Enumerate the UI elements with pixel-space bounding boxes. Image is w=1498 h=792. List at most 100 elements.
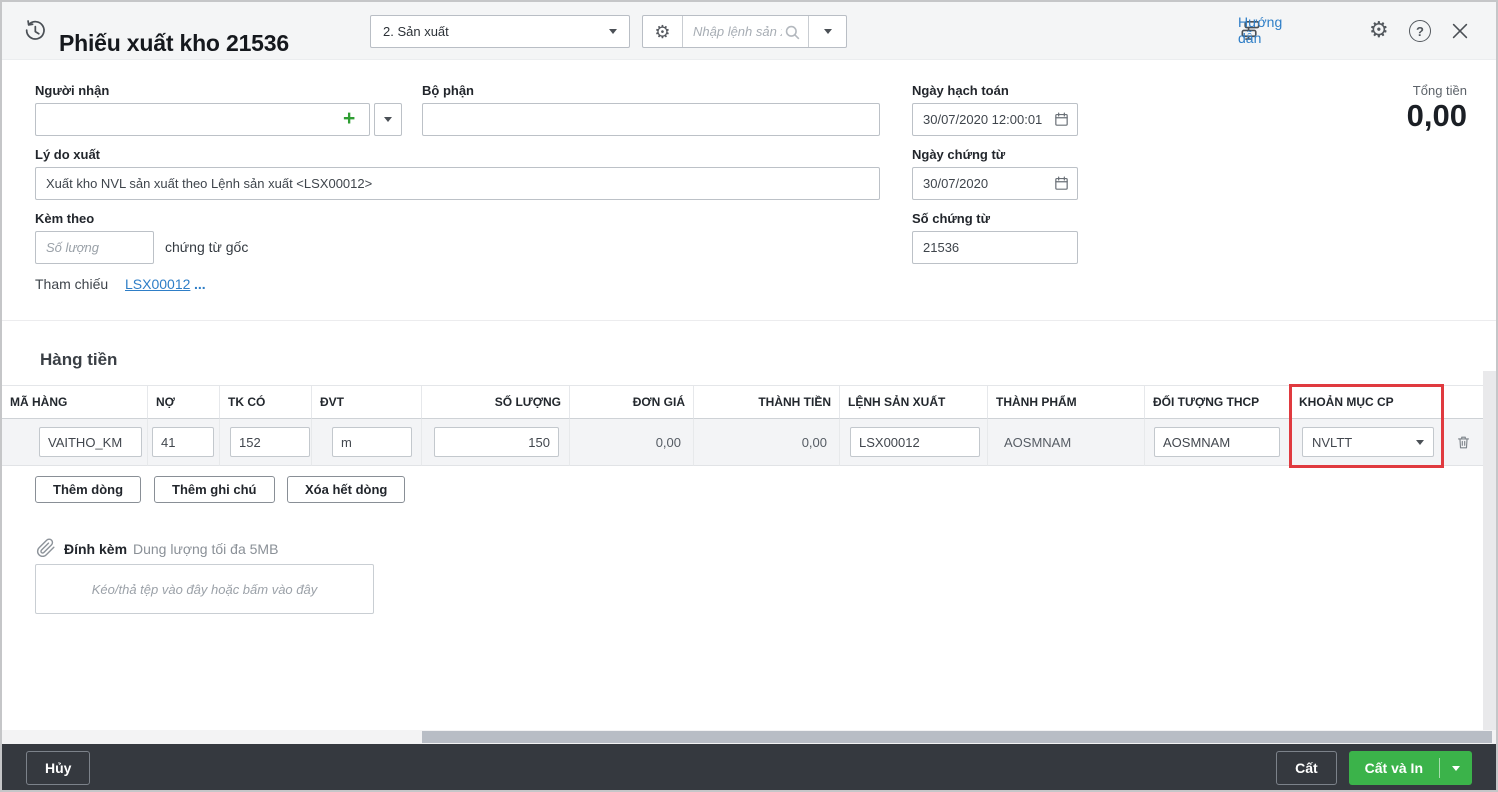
col-header-unit[interactable]: ĐVT bbox=[312, 386, 422, 419]
cost-object-input[interactable] bbox=[1154, 427, 1280, 457]
save-options-dropdown[interactable] bbox=[1440, 765, 1472, 771]
col-header-expense-item[interactable]: KHOẢN MỤC CP bbox=[1291, 386, 1443, 419]
add-row-button[interactable]: Thêm dòng bbox=[35, 476, 142, 503]
cell-quantity bbox=[422, 419, 570, 466]
line-items-table: MÃ HÀNG NỢ TK CÓ ĐVT SỐ LƯỢNG ĐƠN GIÁ TH… bbox=[2, 384, 1483, 468]
reason-input[interactable] bbox=[35, 167, 880, 200]
delete-row-icon[interactable] bbox=[1455, 434, 1472, 451]
button-divider bbox=[1439, 758, 1440, 778]
search-input-wrap bbox=[683, 16, 808, 47]
cancel-button[interactable]: Hủy bbox=[26, 751, 91, 785]
calendar-icon[interactable] bbox=[1053, 111, 1070, 128]
col-header-production-order[interactable]: LỆNH SẢN XUẤT bbox=[840, 386, 988, 419]
gear-icon: ⚙ bbox=[654, 21, 671, 42]
attachment-label: Đính kèm bbox=[64, 541, 128, 557]
total-amount-value: 0,00 bbox=[1406, 98, 1467, 133]
cell-amount: 0,00 bbox=[694, 419, 840, 466]
cell-item-code bbox=[2, 419, 148, 466]
production-order-input[interactable] bbox=[850, 427, 980, 457]
receiver-input[interactable] bbox=[35, 103, 370, 136]
posting-date-label: Ngày hạch toán bbox=[912, 83, 1009, 98]
horizontal-scrollbar-thumb[interactable] bbox=[422, 731, 1492, 743]
paperclip-icon bbox=[36, 538, 56, 558]
department-label: Bộ phận bbox=[422, 83, 474, 98]
chevron-down-icon bbox=[1416, 439, 1424, 445]
col-header-debit-account[interactable]: NỢ bbox=[148, 386, 220, 419]
document-no-label: Số chứng từ bbox=[912, 211, 991, 226]
voucher-type-dropdown[interactable]: 2. Sản xuất bbox=[370, 15, 630, 48]
cell-unit bbox=[312, 419, 422, 466]
chevron-down-icon bbox=[823, 29, 832, 34]
history-icon[interactable] bbox=[22, 18, 48, 44]
cell-debit-account bbox=[148, 419, 220, 466]
cell-production-order bbox=[840, 419, 988, 466]
department-input[interactable] bbox=[422, 103, 880, 136]
col-header-credit-account[interactable]: TK CÓ bbox=[220, 386, 312, 419]
search-settings-button[interactable]: ⚙ bbox=[643, 16, 683, 47]
clear-rows-button[interactable]: Xóa hết dòng bbox=[287, 476, 406, 503]
col-header-quantity[interactable]: SỐ LƯỢNG bbox=[422, 386, 570, 419]
grid-section-title: Hàng tiền bbox=[40, 350, 118, 370]
help-question-icon[interactable]: ? bbox=[1409, 20, 1431, 42]
col-header-amount[interactable]: THÀNH TIỀN bbox=[694, 386, 840, 419]
col-header-cost-object[interactable]: ĐỐI TƯỢNG THCP bbox=[1145, 386, 1291, 419]
posting-date-input[interactable] bbox=[912, 103, 1078, 136]
expense-item-value: NVLTT bbox=[1312, 434, 1353, 450]
total-amount-label: Tổng tiền bbox=[1412, 83, 1467, 98]
reason-label: Lý do xuất bbox=[35, 147, 101, 162]
col-header-item-code[interactable]: MÃ HÀNG bbox=[2, 386, 148, 419]
chevron-down-icon bbox=[609, 29, 617, 34]
search-icon[interactable] bbox=[783, 23, 802, 42]
save-button[interactable]: Cất bbox=[1276, 751, 1337, 785]
titlebar: Phiếu xuất kho 21536 2. Sản xuất ⚙ bbox=[2, 2, 1496, 60]
cell-cost-object bbox=[1145, 419, 1291, 466]
section-divider bbox=[2, 320, 1496, 321]
search-dropdown-button[interactable] bbox=[808, 16, 846, 47]
expense-item-select[interactable]: NVLTT bbox=[1302, 427, 1434, 457]
cell-actions bbox=[1443, 419, 1483, 466]
close-icon[interactable] bbox=[1449, 20, 1471, 42]
attachment-dropzone[interactable]: Kéo/thả tệp vào đây hoặc bấm vào đây bbox=[35, 564, 374, 614]
chevron-down-icon bbox=[384, 117, 392, 122]
dropzone-text: Kéo/thả tệp vào đây hoặc bấm vào đây bbox=[91, 581, 318, 597]
chevron-down-icon bbox=[1452, 765, 1460, 771]
credit-account-input[interactable] bbox=[230, 427, 310, 457]
help-guide-label: Hướng dẫn bbox=[1238, 14, 1283, 46]
attached-label: Kèm theo bbox=[35, 211, 95, 226]
footer-bar: Hủy Cất Cất và In bbox=[2, 744, 1496, 790]
debit-account-input[interactable] bbox=[152, 427, 214, 457]
voucher-type-value: 2. Sản xuất bbox=[383, 24, 449, 39]
guidepost-icon bbox=[1238, 18, 1263, 42]
cell-finished-good: AOSMNAM bbox=[988, 419, 1145, 466]
cell-unit-price: 0,00 bbox=[570, 419, 694, 466]
document-no-input[interactable] bbox=[912, 231, 1078, 264]
save-and-print-button[interactable]: Cất và In bbox=[1348, 751, 1472, 785]
footer-actions: Cất Cất và In bbox=[1276, 751, 1472, 785]
document-date-field bbox=[912, 167, 1078, 200]
page-title: Phiếu xuất kho 21536 bbox=[59, 30, 289, 57]
save-and-print-label: Cất và In bbox=[1364, 760, 1423, 776]
receiver-label: Người nhận bbox=[35, 83, 110, 98]
production-order-search-group: ⚙ bbox=[642, 15, 847, 48]
receiver-dropdown-button[interactable] bbox=[374, 103, 402, 136]
item-code-input[interactable] bbox=[39, 427, 142, 457]
help-guide-link[interactable]: Hướng dẫn bbox=[1238, 14, 1282, 46]
settings-gear-icon[interactable]: ⚙ bbox=[1369, 17, 1389, 42]
reference-more-link[interactable]: ... bbox=[194, 276, 206, 292]
document-date-label: Ngày chứng từ bbox=[912, 147, 1006, 162]
add-receiver-button[interactable]: + bbox=[343, 107, 356, 130]
col-header-finished-good[interactable]: THÀNH PHẨM bbox=[988, 386, 1145, 419]
calendar-icon[interactable] bbox=[1053, 175, 1070, 192]
cell-credit-account bbox=[220, 419, 312, 466]
col-header-unit-price[interactable]: ĐƠN GIÁ bbox=[570, 386, 694, 419]
quantity-input[interactable] bbox=[434, 427, 559, 457]
vertical-scrollbar[interactable] bbox=[1483, 371, 1496, 730]
col-header-actions bbox=[1443, 386, 1483, 419]
document-date-input[interactable] bbox=[912, 167, 1078, 200]
unit-input[interactable] bbox=[332, 427, 412, 457]
posting-date-field bbox=[912, 103, 1078, 136]
reference-link[interactable]: LSX00012 bbox=[125, 276, 191, 292]
horizontal-scrollbar[interactable] bbox=[2, 730, 1496, 744]
attached-quantity-input[interactable] bbox=[35, 231, 154, 264]
add-note-button[interactable]: Thêm ghi chú bbox=[154, 476, 275, 503]
